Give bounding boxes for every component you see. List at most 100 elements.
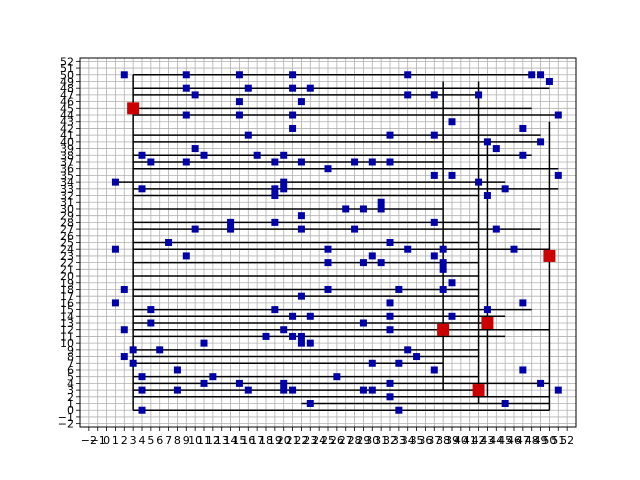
- y-tick-label: 45: [60, 102, 74, 115]
- pin-marker: [147, 306, 155, 314]
- y-tick-label: 19: [60, 277, 74, 290]
- pin-marker: [182, 84, 190, 92]
- pin-marker: [297, 332, 305, 340]
- x-tick-label: 47: [516, 434, 530, 447]
- pin-marker: [324, 285, 332, 293]
- y-tick-label: 3: [67, 384, 74, 397]
- x-tick-label: 31: [374, 434, 388, 447]
- y-tick-label: 16: [60, 297, 74, 310]
- y-tick-label: 12: [60, 324, 74, 337]
- y-tick-label: 41: [60, 129, 74, 142]
- x-tick-label: 26: [330, 434, 344, 447]
- pin-marker: [306, 400, 314, 408]
- x-tick-label: 46: [507, 434, 521, 447]
- pin-marker: [297, 292, 305, 300]
- pin-marker: [235, 111, 243, 119]
- y-tick-label: 47: [60, 89, 74, 102]
- terminal-marker: [481, 317, 494, 330]
- pin-marker: [492, 145, 500, 153]
- pin-marker: [359, 319, 367, 327]
- y-tick-label: 13: [60, 317, 74, 330]
- pin-marker: [289, 312, 297, 320]
- pin-marker: [545, 77, 553, 85]
- x-tick-label: 18: [259, 434, 273, 447]
- pin-marker: [492, 225, 500, 233]
- y-tick-label: −2: [58, 418, 74, 431]
- x-tick-label: −2: [81, 434, 97, 447]
- pin-marker: [297, 225, 305, 233]
- pin-marker: [359, 259, 367, 267]
- pin-marker: [280, 178, 288, 186]
- pin-marker: [289, 124, 297, 132]
- pin-marker: [368, 252, 376, 260]
- x-tick-label: 43: [480, 434, 494, 447]
- x-tick-label: 45: [498, 434, 512, 447]
- y-tick-label: 27: [60, 223, 74, 236]
- pin-marker: [227, 218, 235, 226]
- y-tick-label: 31: [60, 196, 74, 209]
- y-tick-label: 9: [67, 344, 74, 357]
- pin-marker: [386, 312, 394, 320]
- pin-marker: [510, 245, 518, 253]
- pin-marker: [173, 386, 181, 394]
- x-tick-label: 11: [197, 434, 211, 447]
- pin-marker: [351, 225, 359, 233]
- pin-marker: [519, 299, 527, 307]
- terminal-layer: [127, 102, 556, 397]
- pin-marker: [289, 332, 297, 340]
- x-tick-label: 33: [392, 434, 406, 447]
- pin-marker: [235, 98, 243, 106]
- pin-marker: [182, 111, 190, 119]
- pin-marker: [475, 178, 483, 186]
- y-tick-label: 10: [60, 337, 74, 350]
- pin-marker: [297, 339, 305, 347]
- x-tick-label: 16: [241, 434, 255, 447]
- pin-marker: [138, 151, 146, 159]
- pin-marker: [377, 198, 385, 206]
- pin-marker: [306, 339, 314, 347]
- pin-marker: [271, 185, 279, 193]
- pin-marker: [253, 151, 261, 159]
- pin-marker: [280, 185, 288, 193]
- pin-marker: [439, 285, 447, 293]
- x-tick-label: 34: [401, 434, 415, 447]
- y-tick-label: 8: [67, 351, 74, 364]
- y-tick-label: 5: [67, 371, 74, 384]
- y-tick-label: 30: [60, 203, 74, 216]
- pin-marker: [120, 326, 128, 334]
- pin-marker: [147, 319, 155, 327]
- pin-marker: [120, 71, 128, 79]
- pin-marker: [191, 91, 199, 99]
- x-tick-label: 5: [147, 434, 154, 447]
- pin-marker: [200, 151, 208, 159]
- pin-marker: [448, 118, 456, 126]
- pin-marker: [368, 359, 376, 367]
- pin-layer: [111, 71, 562, 414]
- pin-marker: [395, 406, 403, 414]
- x-tick-label: 25: [321, 434, 335, 447]
- pin-marker: [120, 285, 128, 293]
- y-tick-label: 22: [60, 257, 74, 270]
- y-tick-label: 28: [60, 216, 74, 229]
- pin-marker: [501, 185, 509, 193]
- pin-marker: [386, 379, 394, 387]
- pin-marker: [448, 171, 456, 179]
- y-tick-label: 34: [60, 176, 74, 189]
- pin-marker: [528, 71, 536, 79]
- x-tick-label: 8: [174, 434, 181, 447]
- pin-marker: [377, 259, 385, 267]
- y-tick-label: 40: [60, 136, 74, 149]
- pin-marker: [386, 239, 394, 246]
- pin-marker: [351, 158, 359, 166]
- y-tick-label: 33: [60, 183, 74, 196]
- pin-marker: [191, 145, 199, 153]
- pin-marker: [404, 91, 412, 99]
- pin-marker: [244, 131, 252, 139]
- pin-marker: [289, 71, 297, 79]
- pin-marker: [138, 386, 146, 394]
- y-tick-label: 26: [60, 230, 74, 243]
- pin-marker: [280, 386, 288, 394]
- pin-marker: [111, 245, 119, 253]
- pin-marker: [289, 111, 297, 119]
